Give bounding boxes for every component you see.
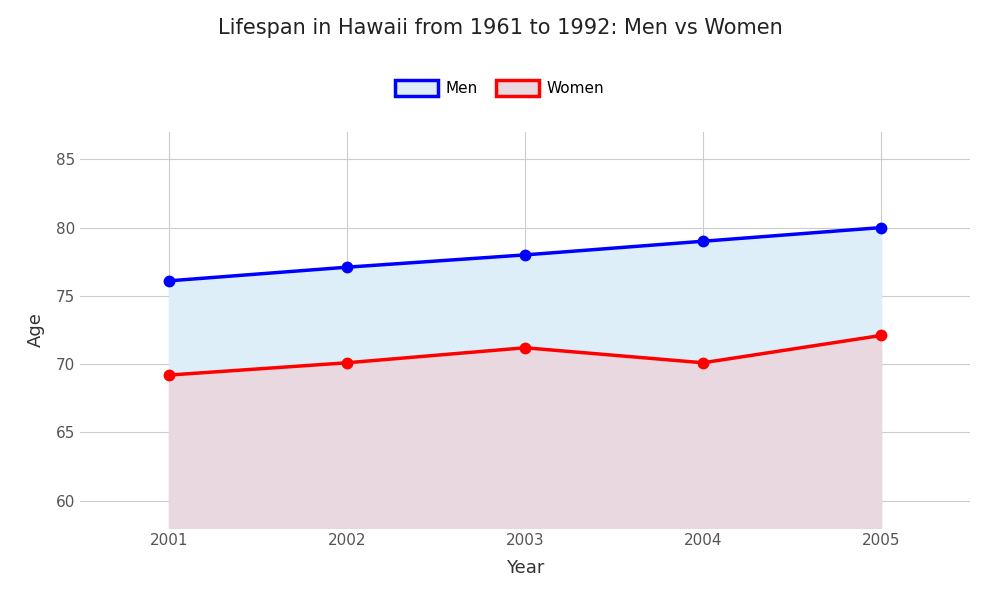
X-axis label: Year: Year bbox=[506, 559, 544, 577]
Y-axis label: Age: Age bbox=[27, 313, 45, 347]
Text: Lifespan in Hawaii from 1961 to 1992: Men vs Women: Lifespan in Hawaii from 1961 to 1992: Me… bbox=[218, 18, 782, 38]
Legend: Men, Women: Men, Women bbox=[389, 74, 611, 103]
